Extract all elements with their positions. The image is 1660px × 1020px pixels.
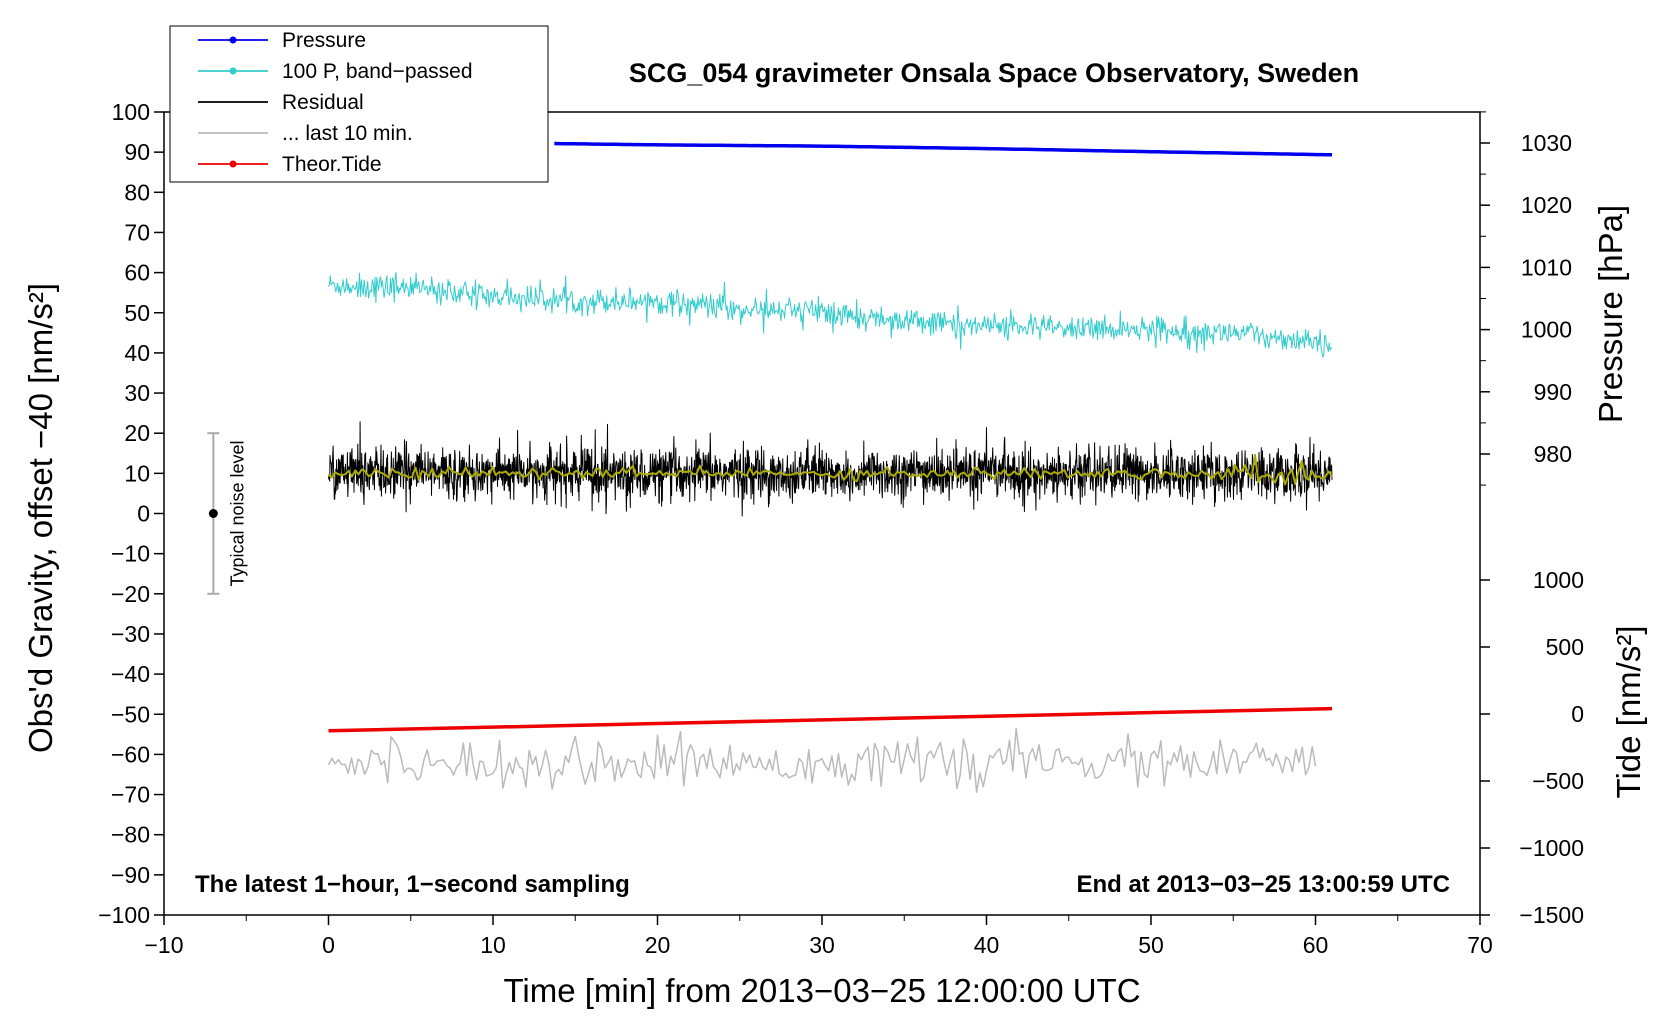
legend-label: Pressure bbox=[282, 29, 366, 52]
y-left-tick-label: −90 bbox=[111, 862, 150, 888]
y-left-tick-label: 50 bbox=[124, 300, 150, 326]
y-pressure-tick-label: 1020 bbox=[1521, 192, 1572, 218]
legend-label: Residual bbox=[282, 91, 364, 114]
y-axis-pressure: 1030 1020 1010 1000 990 980 bbox=[1480, 111, 1572, 486]
y-tide-tick-label: 1000 bbox=[1533, 567, 1584, 593]
y-left-tick-label: 60 bbox=[124, 260, 150, 286]
y-left-tick-label: −70 bbox=[111, 782, 150, 808]
y-tide-tick-label: −1500 bbox=[1519, 902, 1584, 928]
y-pressure-tick-label: 1000 bbox=[1521, 317, 1572, 343]
legend: Pressure 100 P, band−passed Residual ... la… bbox=[169, 25, 549, 183]
noise-indicator: Typical noise level bbox=[207, 432, 247, 595]
y-left-tick-label: −80 bbox=[111, 822, 150, 848]
y-left-tick-label: −60 bbox=[111, 741, 150, 767]
series-last-10-min-line bbox=[327, 727, 1317, 793]
legend-label: Theor.Tide bbox=[282, 153, 382, 176]
series-residual-smoothed-line bbox=[327, 453, 1333, 486]
y-pressure-tick-label: 990 bbox=[1534, 379, 1572, 405]
y-axis-left: 1009080706050403020100−10−20−30−40−50−60… bbox=[98, 99, 164, 928]
annotation-end-time: End at 2013−03−25 13:00:59 UTC bbox=[1076, 871, 1450, 898]
y-left-tick-label: 70 bbox=[124, 219, 150, 245]
series-theor-tide-line bbox=[328, 706, 1333, 733]
y-axis-tide-title: Tide [nm/s²] bbox=[1610, 626, 1647, 799]
y-left-tick-label: 100 bbox=[112, 99, 150, 125]
x-axis-title: Time [min] from 2013−03−25 12:00:00 UTC bbox=[503, 972, 1140, 1009]
y-tide-tick-label: 0 bbox=[1571, 701, 1584, 727]
legend-marker bbox=[229, 160, 237, 168]
x-tick-label: 20 bbox=[645, 932, 671, 958]
series-pressure-line bbox=[554, 141, 1333, 157]
y-pressure-tick-label: 1030 bbox=[1521, 130, 1572, 156]
y-left-tick-label: 40 bbox=[124, 340, 150, 366]
x-tick-label: 60 bbox=[1303, 932, 1329, 958]
y-left-tick-label: 10 bbox=[124, 460, 150, 486]
noise-label: Typical noise level bbox=[227, 440, 247, 586]
y-pressure-tick-label: 980 bbox=[1534, 441, 1572, 467]
y-left-tick-label: 0 bbox=[137, 501, 150, 527]
y-axis-tide: 1000 500 0 −500 −1000 −1500 bbox=[1480, 567, 1584, 928]
series-residual-line bbox=[328, 421, 1333, 517]
y-left-tick-label: 20 bbox=[124, 420, 150, 446]
series-band-passed-line bbox=[328, 271, 1333, 358]
y-left-tick-label: −20 bbox=[111, 581, 150, 607]
x-tick-label: 50 bbox=[1138, 932, 1164, 958]
y-left-tick-label: −10 bbox=[111, 541, 150, 567]
y-left-tick-label: −30 bbox=[111, 621, 150, 647]
legend-label: 100 P, band−passed bbox=[282, 60, 473, 83]
y-left-tick-label: 80 bbox=[124, 179, 150, 205]
y-tide-tick-label: −1000 bbox=[1519, 835, 1584, 861]
series-layer bbox=[327, 141, 1333, 793]
y-tide-tick-label: −500 bbox=[1532, 768, 1584, 794]
y-axis-left-title: Obs'd Gravity, offset −40 [nm/s²] bbox=[22, 283, 59, 753]
x-axis: −10 0 10 20 30 40 50 60 70 bbox=[144, 915, 1493, 958]
x-tick-label: 30 bbox=[809, 932, 835, 958]
y-left-tick-label: 90 bbox=[124, 139, 150, 165]
y-pressure-tick-label: 1010 bbox=[1521, 254, 1572, 280]
x-tick-label: 40 bbox=[974, 932, 1000, 958]
plot-frame bbox=[163, 111, 1481, 916]
x-tick-label: 0 bbox=[322, 932, 335, 958]
x-tick-label: 10 bbox=[480, 932, 506, 958]
legend-box bbox=[169, 25, 549, 183]
x-tick-label: −10 bbox=[144, 932, 183, 958]
x-tick-label: 70 bbox=[1467, 932, 1493, 958]
noise-center-dot bbox=[208, 509, 218, 518]
legend-label: ... last 10 min. bbox=[282, 122, 413, 145]
y-left-tick-label: −50 bbox=[111, 701, 150, 727]
y-left-tick-label: −100 bbox=[98, 902, 150, 928]
annotation-sampling: The latest 1−hour, 1−second sampling bbox=[195, 871, 630, 898]
legend-marker bbox=[229, 36, 237, 44]
y-tide-tick-label: 500 bbox=[1546, 634, 1584, 660]
y-left-tick-label: −40 bbox=[111, 661, 150, 687]
y-axis-pressure-title: Pressure [hPa] bbox=[1592, 205, 1629, 423]
legend-marker bbox=[229, 67, 237, 75]
chart-title: SCG_054 gravimeter Onsala Space Observat… bbox=[629, 58, 1359, 88]
y-left-tick-label: 30 bbox=[124, 380, 150, 406]
